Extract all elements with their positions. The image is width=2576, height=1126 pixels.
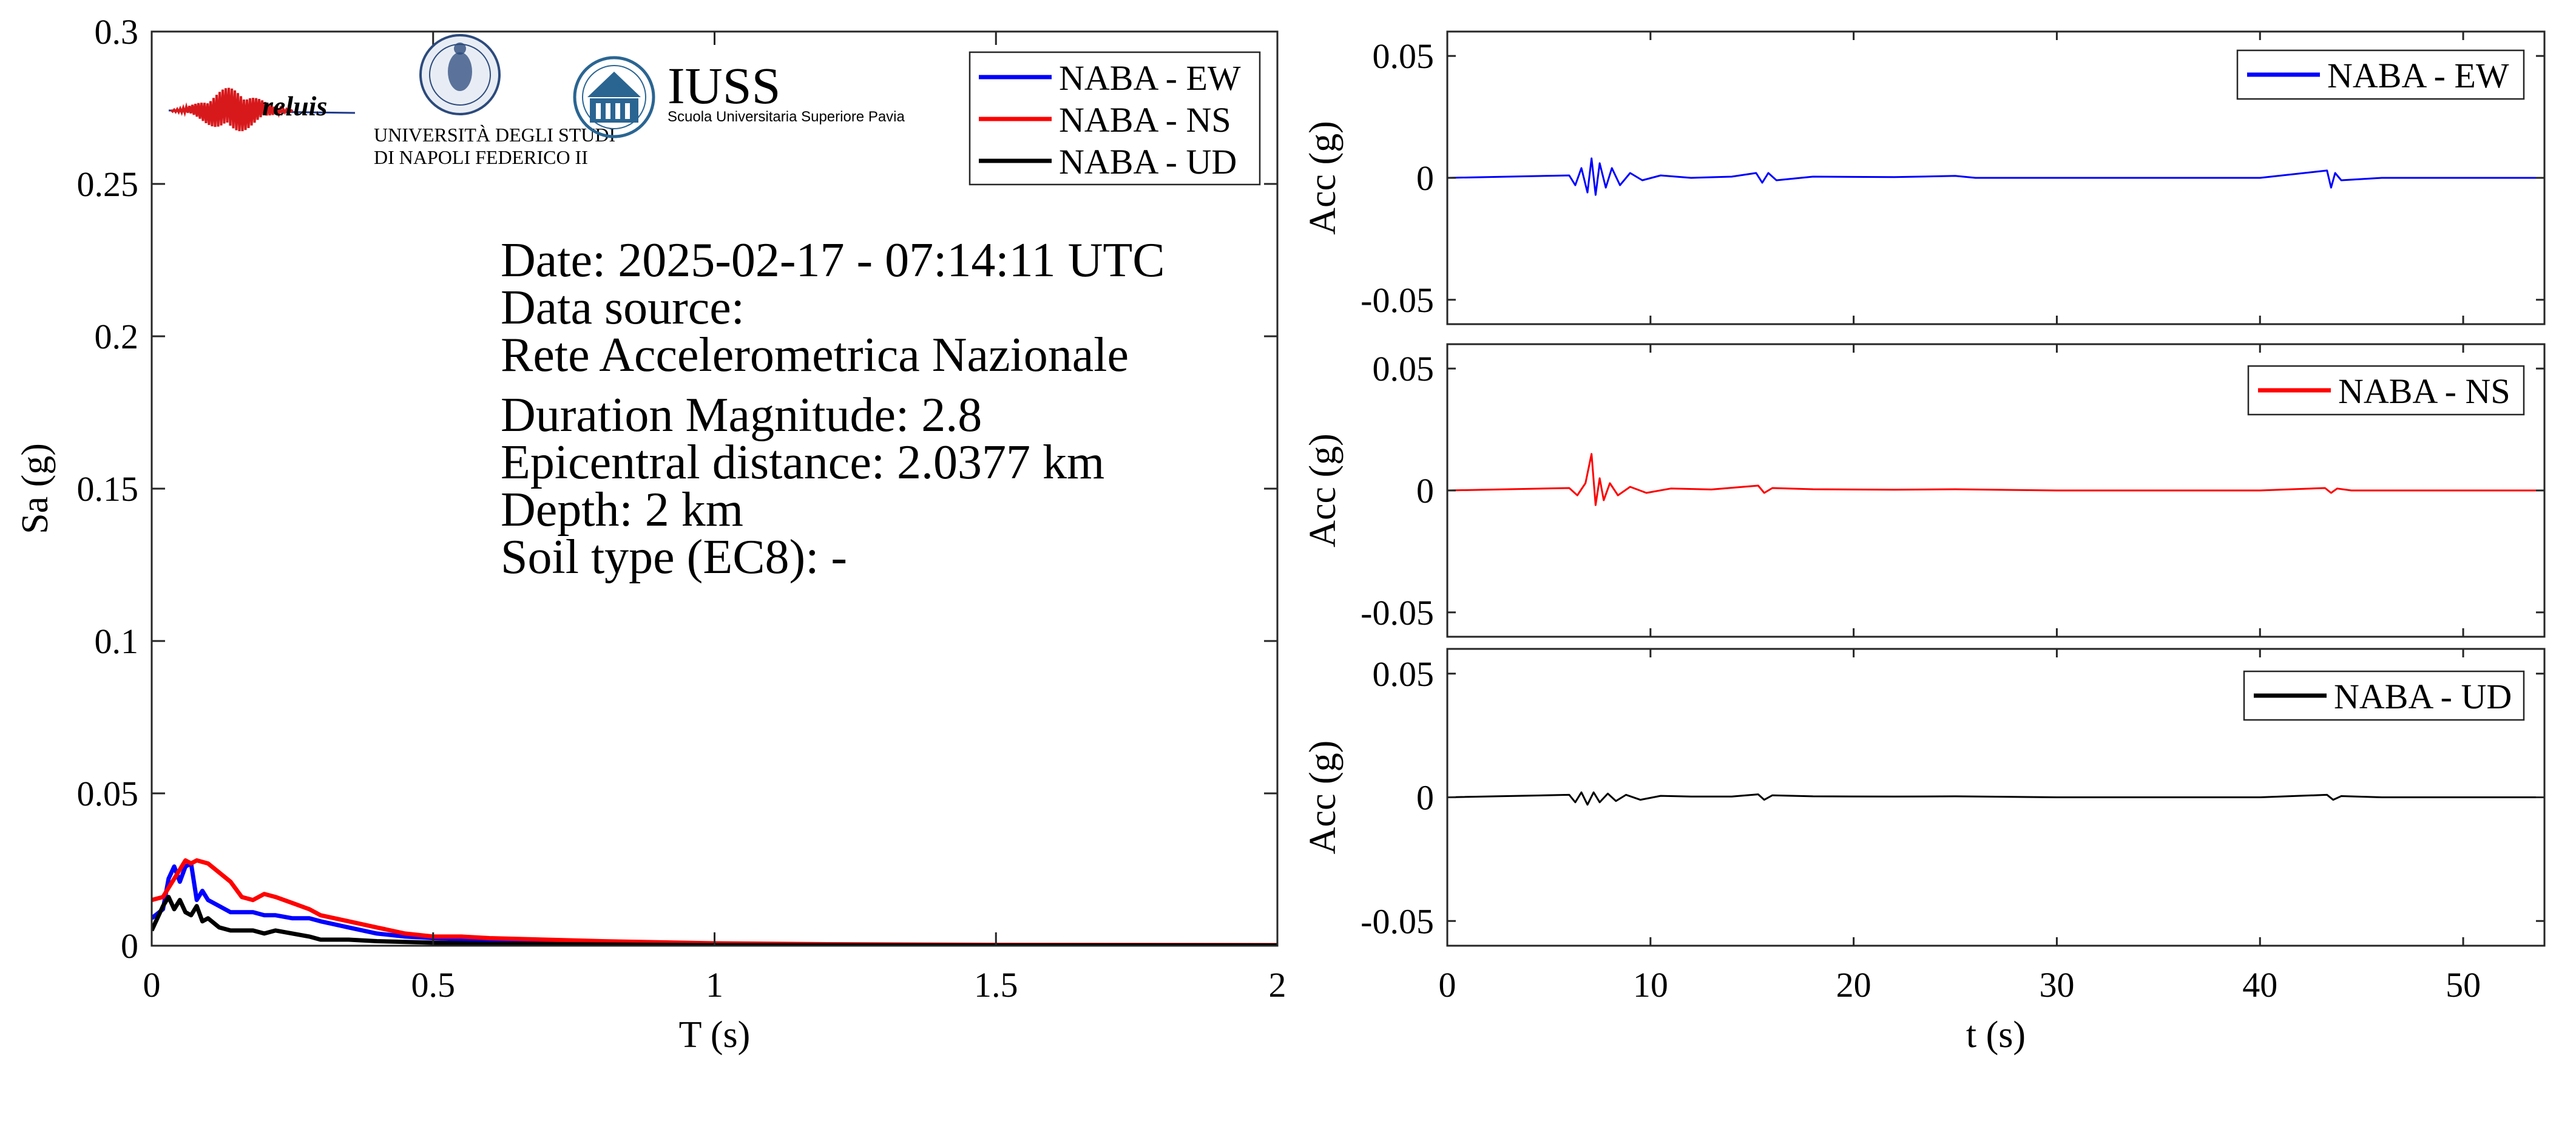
- ytick-label-ns-1: 0: [1416, 471, 1434, 510]
- xtick-label-spectrum-3: 1.5: [974, 965, 1018, 1005]
- ud-legend-label: NABA - UD: [2334, 677, 2512, 716]
- xlabel-ud: t (s): [1966, 1014, 2026, 1056]
- info-distance: Epicentral distance: 2.0377 km: [501, 436, 1104, 489]
- info-magnitude: Duration Magnitude: 2.8: [501, 388, 982, 442]
- ytick-label-spectrum-5: 0.25: [77, 164, 139, 204]
- ytick-label-spectrum-2: 0.1: [95, 622, 139, 661]
- info-depth: Depth: 2 km: [501, 483, 743, 537]
- ew-legend: NABA - EW: [2236, 49, 2525, 100]
- ud-legend: NABA - UD: [2243, 670, 2525, 721]
- ytick-label-ns-2: 0.05: [1373, 349, 1435, 388]
- accelerogram-ew-panel: -0.05 0 0.05 Acc (g) NABA - EW: [1302, 30, 2546, 325]
- xtick-label-ud-2: 20: [1836, 965, 1871, 1005]
- series-line-ud-0: [1447, 791, 2544, 806]
- iuss-logo-subtitle: Scuola Universitaria Superiore Pavia: [668, 109, 905, 125]
- info-source-name: Rete Accelerometrica Nazionale: [501, 328, 1129, 382]
- legend-label-ns: NABA - NS: [1059, 100, 1231, 140]
- legend-label-ud: NABA - UD: [1059, 142, 1237, 181]
- ylabel-spectrum: Sa (g): [15, 443, 56, 534]
- xtick-label-ud-3: 30: [2039, 965, 2074, 1005]
- xtick-label-spectrum-1: 0.5: [411, 965, 456, 1005]
- unina-logo-line1: UNIVERSITÀ DEGLI STUDI: [374, 124, 615, 146]
- info-date: Date: 2025-02-17 - 07:14:11 UTC: [501, 234, 1165, 287]
- ytick-label-ew-1: 0: [1416, 158, 1434, 198]
- series-line-ew-0: [1447, 157, 2544, 196]
- xtick-label-ud-0: 0: [1439, 965, 1456, 1005]
- ylabel-ud: Acc (g): [1302, 741, 1344, 855]
- ytick-label-spectrum-0: 0: [121, 926, 138, 966]
- spectrum-legend: NABA - EW NABA - NS NABA - UD: [969, 51, 1261, 186]
- ytick-label-spectrum-3: 0.15: [77, 469, 139, 509]
- xtick-label-ud-5: 50: [2446, 965, 2481, 1005]
- ew-legend-label: NABA - EW: [2327, 56, 2509, 95]
- series-line-spectrum-2: [152, 895, 1277, 946]
- spectrum-panel: 0 0.5 1 1.5 2 0 0.05 0.1 0.15 0.2 0.25 0.3 T (s) Sa (…: [15, 12, 1286, 1056]
- xtick-label-spectrum-4: 2: [1269, 965, 1286, 1005]
- info-soil: Soil type (EC8): -: [501, 531, 847, 584]
- xtick-label-ud-4: 40: [2242, 965, 2277, 1005]
- unina-logo: UNIVERSITÀ DEGLI STUDI DI NAPOLI FEDERIC…: [374, 34, 615, 168]
- legend-label-ew: NABA - EW: [1059, 58, 1241, 98]
- ytick-label-spectrum-6: 0.3: [95, 12, 139, 52]
- unina-logo-line2: DI NAPOLI FEDERICO II: [374, 146, 588, 168]
- reluis-logo: reluis: [168, 87, 356, 132]
- spectrum-marks: 0 0.5 1 1.5 2 0 0.05 0.1 0.15 0.2 0.25 0.3 T (s) Sa (…: [15, 12, 1286, 1056]
- ytick-label-ud-0: -0.05: [1361, 901, 1434, 941]
- accelerogram-ns-panel: -0.05 0 0.05 Acc (g) NABA - NS: [1302, 343, 2546, 638]
- ew-marks: -0.05 0 0.05 Acc (g): [1302, 30, 2546, 325]
- ns-marks: -0.05 0 0.05 Acc (g): [1302, 343, 2546, 638]
- xtick-label-spectrum-0: 0: [143, 965, 161, 1005]
- ytick-label-ns-0: -0.05: [1361, 593, 1434, 633]
- series-line-ns-0: [1447, 453, 2544, 506]
- ylabel-ns: Acc (g): [1302, 433, 1344, 548]
- ns-legend-label: NABA - NS: [2338, 371, 2510, 411]
- series-line-spectrum-1: [152, 858, 1277, 946]
- xlabel-spectrum: T (s): [679, 1014, 751, 1056]
- xtick-label-ud-1: 10: [1633, 965, 1668, 1005]
- ytick-label-ew-0: -0.05: [1361, 280, 1434, 320]
- reluis-logo-text: reluis: [262, 90, 327, 121]
- iuss-logo: IUSS Scuola Universitaria Superiore Pavi…: [573, 56, 905, 138]
- ytick-label-ud-1: 0: [1416, 778, 1434, 818]
- xtick-label-spectrum-2: 1: [706, 965, 723, 1005]
- info-source-label: Data source:: [501, 281, 745, 334]
- iuss-logo-title: IUSS: [668, 56, 780, 115]
- ytick-label-spectrum-4: 0.2: [95, 317, 139, 356]
- ytick-label-ew-2: 0.05: [1373, 36, 1435, 76]
- ns-legend: NABA - NS: [2247, 365, 2525, 416]
- event-info: Date: 2025-02-17 - 07:14:11 UTC Data sou…: [501, 234, 1165, 584]
- ylabel-ew: Acc (g): [1302, 121, 1344, 235]
- ytick-label-spectrum-1: 0.05: [77, 774, 139, 813]
- ytick-label-ud-2: 0.05: [1373, 654, 1435, 694]
